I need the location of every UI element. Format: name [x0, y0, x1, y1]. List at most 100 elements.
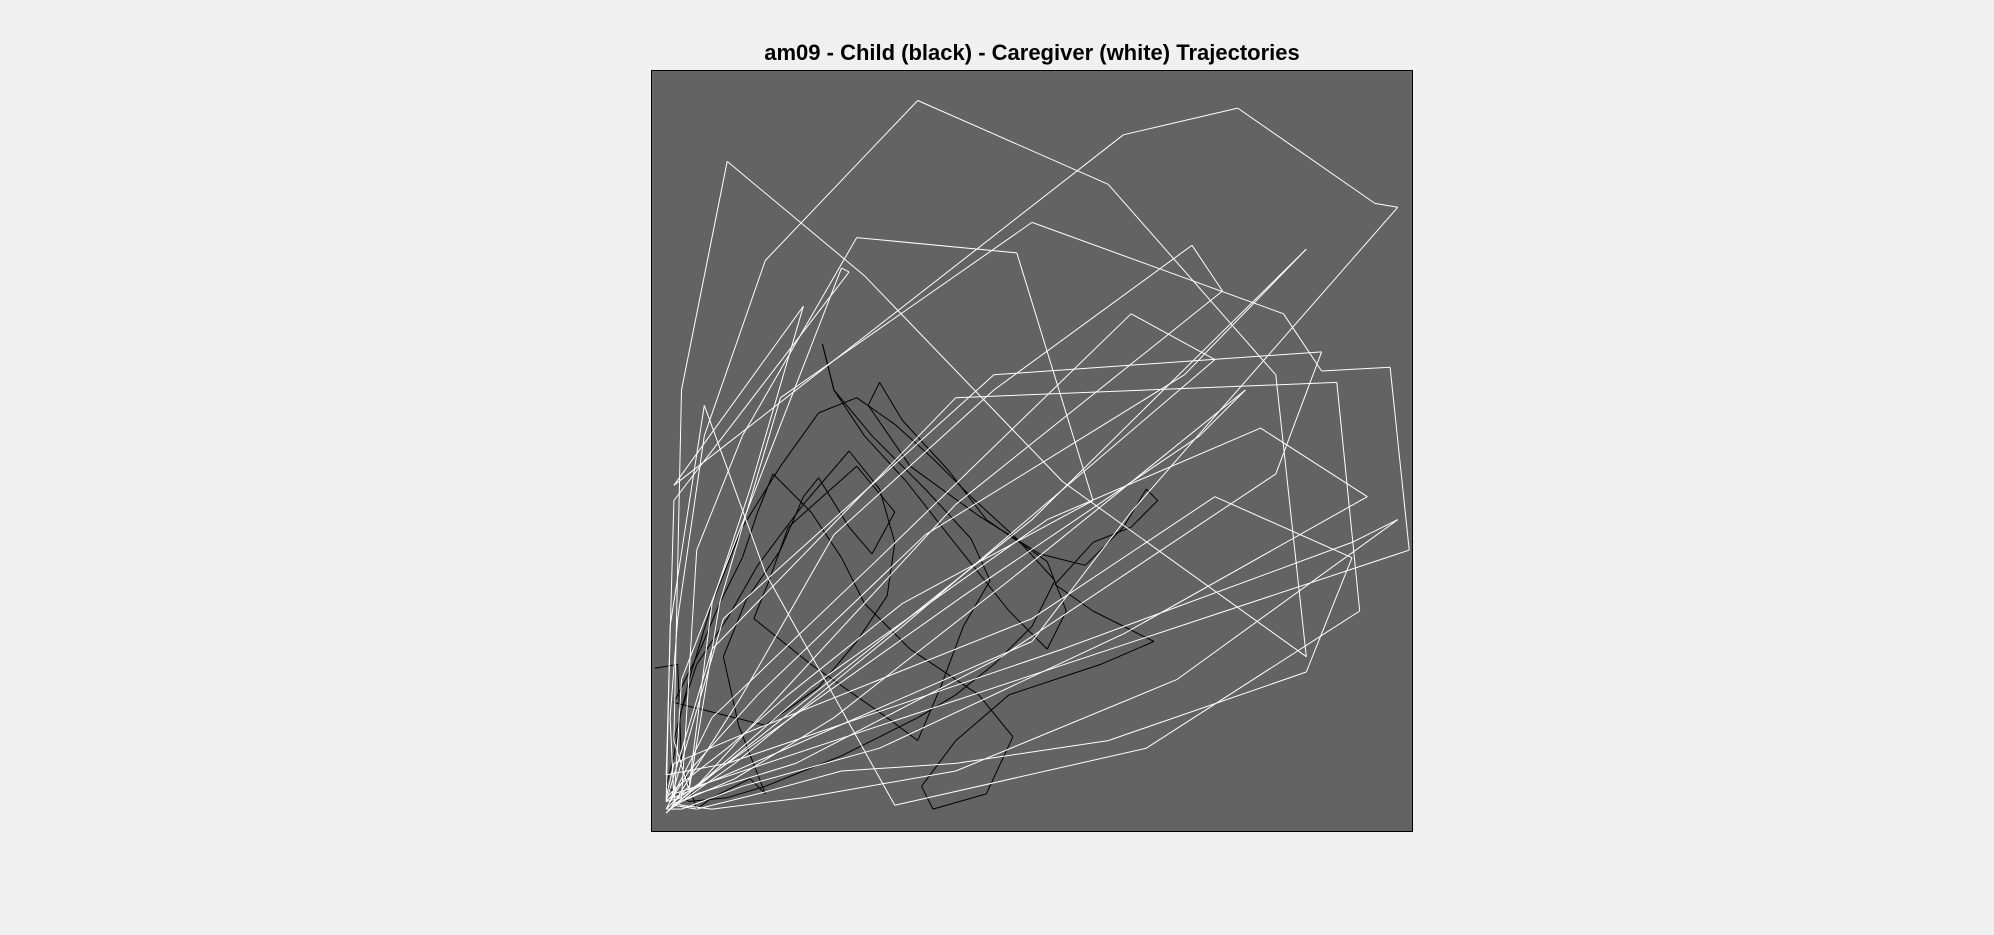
caregiver-trajectory-segment [1001, 473, 1277, 658]
child-trajectory-segment [818, 477, 850, 528]
caregiver-trajectory-segment [879, 313, 1132, 559]
caregiver-trajectory-segment [677, 747, 728, 787]
caregiver-trajectory-segment [703, 405, 766, 574]
child-trajectory-segment [1054, 542, 1094, 585]
child-trajectory-segment [745, 549, 781, 600]
caregiver-trajectory-segment [1176, 519, 1399, 681]
child-trajectory-segment [757, 504, 804, 566]
caregiver-trajectory-segment [1031, 221, 1284, 315]
caregiver-trajectory-segment [772, 503, 957, 703]
caregiver-trajectory-segment [688, 694, 743, 779]
caregiver-trajectory-segment [1275, 351, 1323, 475]
caregiver-trajectory-segment [681, 267, 842, 680]
caregiver-trajectory-segment [673, 785, 698, 806]
caregiver-trajectory-segment [856, 237, 1017, 254]
caregiver-trajectory-segment [1146, 610, 1360, 749]
caregiver-trajectory-segment [833, 580, 1010, 719]
caregiver-trajectory-segment [780, 595, 964, 726]
caregiver-trajectory-segment [841, 267, 850, 273]
child-trajectory-segment [1031, 580, 1056, 627]
caregiver-trajectory-segment [1237, 107, 1376, 204]
child-trajectory-segment [879, 488, 896, 543]
child-trajectory-segment [902, 420, 949, 471]
child-trajectory-segment [673, 679, 690, 741]
caregiver-trajectory-segment [696, 435, 743, 551]
caregiver-trajectory-segment [1351, 519, 1399, 543]
plot-background [651, 70, 1413, 832]
caregiver-trajectory-segment [665, 793, 675, 802]
caregiver-trajectory-segment [917, 100, 1109, 185]
caregiver-trajectory-segment [681, 785, 743, 810]
caregiver-trajectory-segment [902, 500, 1094, 604]
caregiver-trajectory-segment [1062, 541, 1353, 650]
caregiver-trajectory-segment [665, 785, 679, 799]
caregiver-trajectory-segment [673, 641, 1033, 799]
child-trajectory-segment [753, 618, 812, 665]
caregiver-trajectory-segment [669, 618, 724, 802]
caregiver-trajectory-segment [669, 717, 675, 798]
child-trajectory-segment [673, 710, 682, 756]
caregiver-trajectory-segment [669, 778, 690, 810]
child-trajectory-segment [696, 618, 728, 665]
caregiver-trajectory-segment [749, 306, 804, 490]
caregiver-trajectory-segment [681, 550, 698, 798]
caregiver-trajectory-segment [734, 717, 835, 780]
child-trajectory-segment [803, 450, 850, 505]
caregiver-trajectory-segment [1374, 202, 1398, 208]
caregiver-trajectory-segment [669, 405, 705, 627]
caregiver-trajectory-segment [734, 625, 903, 764]
child-trajectory-segment [810, 663, 888, 719]
caregiver-trajectory-segment [795, 656, 1002, 764]
chart-title: am09 - Child (black) - Caregiver (white)… [764, 40, 1300, 65]
caregiver-trajectory-segment [703, 260, 766, 436]
caregiver-trajectory-segment [673, 389, 682, 741]
caregiver-trajectory-segment [955, 679, 1177, 772]
caregiver-trajectory-segment [955, 740, 1109, 764]
child-trajectory-segment [856, 465, 896, 513]
child-trajectory-segment [810, 511, 842, 558]
child-trajectory-segment [803, 477, 819, 498]
caregiver-trajectory-segment [787, 603, 903, 696]
caregiver-trajectory-segment [1305, 557, 1353, 673]
child-trajectory-segment [741, 465, 781, 528]
caregiver-trajectory-segment [1214, 496, 1353, 559]
child-trajectory-segment [822, 344, 835, 391]
caregiver-trajectory-segment [833, 389, 995, 536]
child-trajectory-segment [848, 526, 873, 555]
child-trajectory-segment [688, 603, 713, 680]
caregiver-trajectory-segment [841, 762, 956, 772]
child-trajectory-segment [741, 511, 759, 558]
caregiver-trajectory-segment [742, 747, 880, 787]
caregiver-trajectory-segment [955, 381, 1337, 399]
child-trajectory-segment [856, 397, 896, 425]
caregiver-trajectory-segment [665, 763, 675, 798]
caregiver-trajectory-segment [673, 305, 804, 486]
caregiver-trajectory-segment [1016, 252, 1094, 501]
child-trajectory-segment [864, 435, 907, 482]
child-trajectory-segment [879, 717, 918, 738]
caregiver-trajectory-segment [681, 804, 713, 810]
child-trajectory-segment [711, 778, 751, 799]
child-trajectory-segment [749, 778, 766, 795]
child-trajectory-segment [955, 694, 1010, 741]
caregiver-trajectory-segment [681, 161, 728, 391]
child-trajectory-segment [993, 625, 1033, 665]
caregiver-trajectory-segment [764, 100, 919, 261]
child-trajectory-segment [856, 595, 888, 642]
child-trajectory-segment [947, 534, 1010, 612]
child-trajectory-segment [1039, 553, 1086, 566]
caregiver-trajectory-segment [993, 244, 1193, 391]
child-trajectory-segment [970, 496, 1018, 539]
child-trajectory-segment [780, 412, 820, 467]
caregiver-trajectory-segment [719, 397, 781, 604]
caregiver-trajectory-segment [1123, 496, 1368, 635]
caregiver-trajectory-segment [1260, 427, 1368, 498]
child-trajectory-segment [909, 648, 979, 696]
caregiver-trajectory-segment [696, 762, 796, 795]
child-trajectory-segment [765, 770, 804, 787]
caregiver-trajectory-segment [764, 572, 896, 806]
child-trajectory-series [654, 344, 1159, 810]
child-trajectory-segment [864, 603, 911, 650]
series-layer [654, 100, 1410, 814]
